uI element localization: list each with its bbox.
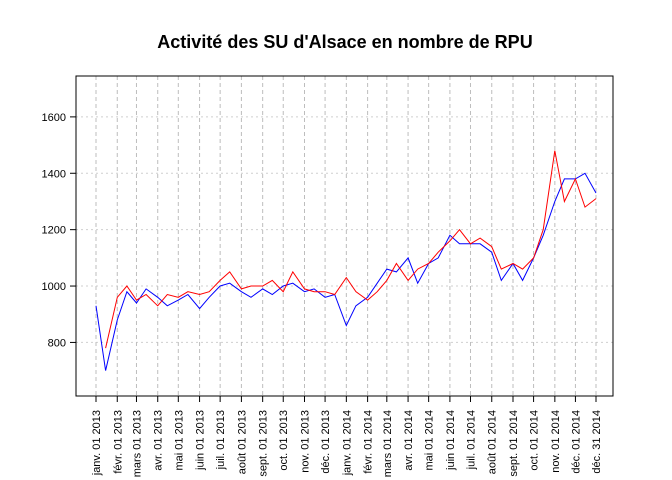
x-tick-label: janv. 01 2013 xyxy=(91,410,103,476)
x-tick-label: nov. 01 2013 xyxy=(300,410,312,473)
x-axis: janv. 01 2013 févr. 01 2013 mars 01 2013 av… xyxy=(91,395,603,477)
y-tick-label: 1200 xyxy=(42,225,66,237)
x-tick-label: nov. 01 2014 xyxy=(550,410,562,473)
y-tick-label: 1400 xyxy=(42,168,66,180)
x-tick-label: avr. 01 2013 xyxy=(153,410,165,471)
x-tick-label: janv. 01 2014 xyxy=(341,410,353,476)
x-tick-label: déc. 31 2014 xyxy=(591,410,603,474)
x-tick-label: déc. 01 2013 xyxy=(320,410,332,474)
y-axis: 800 1000 1200 1400 1600 xyxy=(42,112,76,349)
x-tick-label: sept. 01 2013 xyxy=(258,410,270,477)
x-tick-label: oct. 01 2014 xyxy=(529,410,541,471)
series-layer xyxy=(95,150,597,371)
x-tick-label: juil. 01 2014 xyxy=(465,410,477,470)
plot-frame xyxy=(75,75,614,397)
grid xyxy=(76,76,613,396)
x-tick-label: mai 01 2014 xyxy=(424,410,436,471)
chart-title: Activité des SU d'Alsace en nombre de RP… xyxy=(157,32,532,52)
x-tick-label: avr. 01 2014 xyxy=(403,410,415,471)
x-tick-label: déc. 01 2014 xyxy=(570,410,582,474)
x-tick-label: juin 01 2013 xyxy=(195,410,207,471)
x-tick-label: août 01 2014 xyxy=(487,410,499,474)
series-line-2 xyxy=(105,150,597,349)
y-tick-label: 1600 xyxy=(42,112,66,124)
x-tick-label: mars 01 2013 xyxy=(131,410,143,477)
x-tick-label: juin 01 2014 xyxy=(445,410,457,471)
x-tick-label: oct. 01 2013 xyxy=(278,410,290,471)
x-tick-label: févr. 01 2013 xyxy=(112,410,124,474)
x-tick-label: févr. 01 2014 xyxy=(363,410,375,474)
y-tick-label: 1000 xyxy=(42,281,66,293)
y-tick-label: 800 xyxy=(48,337,66,349)
x-tick-label: juil. 01 2013 xyxy=(215,410,227,470)
x-tick-label: mai 01 2013 xyxy=(173,410,185,471)
x-tick-label: mars 01 2014 xyxy=(382,410,394,477)
x-tick-label: sept. 01 2014 xyxy=(508,410,520,477)
x-tick-label: août 01 2013 xyxy=(236,410,248,474)
